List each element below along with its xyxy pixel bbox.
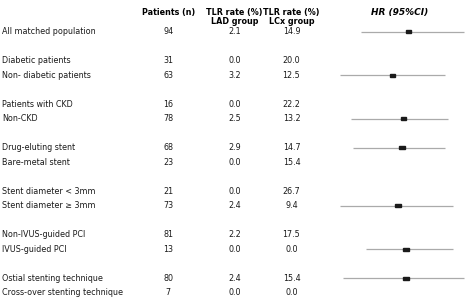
Text: 20.0: 20.0: [283, 56, 301, 65]
Text: 0.0: 0.0: [228, 158, 241, 167]
Text: Cross-over stenting technique: Cross-over stenting technique: [2, 288, 123, 297]
Text: 26.7: 26.7: [283, 187, 301, 196]
Text: 21: 21: [163, 187, 173, 196]
Text: LAD group: LAD group: [211, 17, 258, 26]
Text: TLR rate (%): TLR rate (%): [206, 8, 263, 17]
Bar: [403, 277, 409, 280]
Text: 2.9: 2.9: [228, 143, 241, 152]
Text: 13: 13: [163, 245, 173, 254]
Text: 14.7: 14.7: [283, 143, 301, 152]
Text: 80: 80: [163, 274, 173, 283]
Bar: [401, 117, 406, 120]
Text: 2.1: 2.1: [228, 27, 241, 36]
Text: 3.2: 3.2: [228, 71, 241, 80]
Text: 13.2: 13.2: [283, 114, 301, 123]
Text: 0.0: 0.0: [285, 245, 298, 254]
Text: IVUS-guided PCI: IVUS-guided PCI: [2, 245, 67, 254]
Text: 9.4: 9.4: [285, 201, 298, 210]
Text: 17.5: 17.5: [283, 230, 301, 239]
Text: 31: 31: [163, 56, 173, 65]
Text: All matched population: All matched population: [2, 27, 96, 36]
Text: Patients with CKD: Patients with CKD: [2, 100, 73, 109]
Text: Patients (n): Patients (n): [142, 8, 195, 17]
Text: 81: 81: [163, 230, 173, 239]
Text: 2.2: 2.2: [228, 230, 241, 239]
Text: HR (95%CI): HR (95%CI): [371, 8, 428, 17]
Text: 16: 16: [163, 100, 173, 109]
Text: 94: 94: [163, 27, 173, 36]
Text: Diabetic patients: Diabetic patients: [2, 56, 71, 65]
Text: 0.0: 0.0: [228, 245, 241, 254]
Text: 0.0: 0.0: [228, 288, 241, 297]
Text: 68: 68: [163, 143, 173, 152]
Text: 15.4: 15.4: [283, 158, 301, 167]
Bar: [403, 248, 409, 251]
Text: Ostial stenting technique: Ostial stenting technique: [2, 274, 103, 283]
Text: 0.0: 0.0: [228, 187, 241, 196]
Bar: [390, 74, 395, 77]
Text: Bare-metal stent: Bare-metal stent: [2, 158, 70, 167]
Text: 22.2: 22.2: [283, 100, 301, 109]
Text: 23: 23: [163, 158, 173, 167]
Bar: [406, 30, 411, 33]
Text: Non- diabetic patients: Non- diabetic patients: [2, 71, 91, 80]
Text: Stent diameter < 3mm: Stent diameter < 3mm: [2, 187, 96, 196]
Text: 12.5: 12.5: [283, 71, 301, 80]
Text: 78: 78: [163, 114, 173, 123]
Text: 2.4: 2.4: [228, 274, 241, 283]
Text: 2.4: 2.4: [228, 201, 241, 210]
Text: 73: 73: [163, 201, 173, 210]
Text: 63: 63: [163, 71, 173, 80]
Text: 0.0: 0.0: [228, 100, 241, 109]
Text: TLR rate (%): TLR rate (%): [263, 8, 320, 17]
Text: 0.0: 0.0: [285, 288, 298, 297]
Text: 2.5: 2.5: [228, 114, 241, 123]
Text: LCx group: LCx group: [269, 17, 314, 26]
Bar: [400, 146, 405, 149]
Bar: [395, 204, 401, 207]
Text: 15.4: 15.4: [283, 274, 301, 283]
Text: Non-CKD: Non-CKD: [2, 114, 38, 123]
Text: Non-IVUS-guided PCI: Non-IVUS-guided PCI: [2, 230, 86, 239]
Text: Stent diameter ≥ 3mm: Stent diameter ≥ 3mm: [2, 201, 96, 210]
Text: Drug-eluting stent: Drug-eluting stent: [2, 143, 75, 152]
Text: 14.9: 14.9: [283, 27, 301, 36]
Text: 0.0: 0.0: [228, 56, 241, 65]
Text: 7: 7: [166, 288, 171, 297]
